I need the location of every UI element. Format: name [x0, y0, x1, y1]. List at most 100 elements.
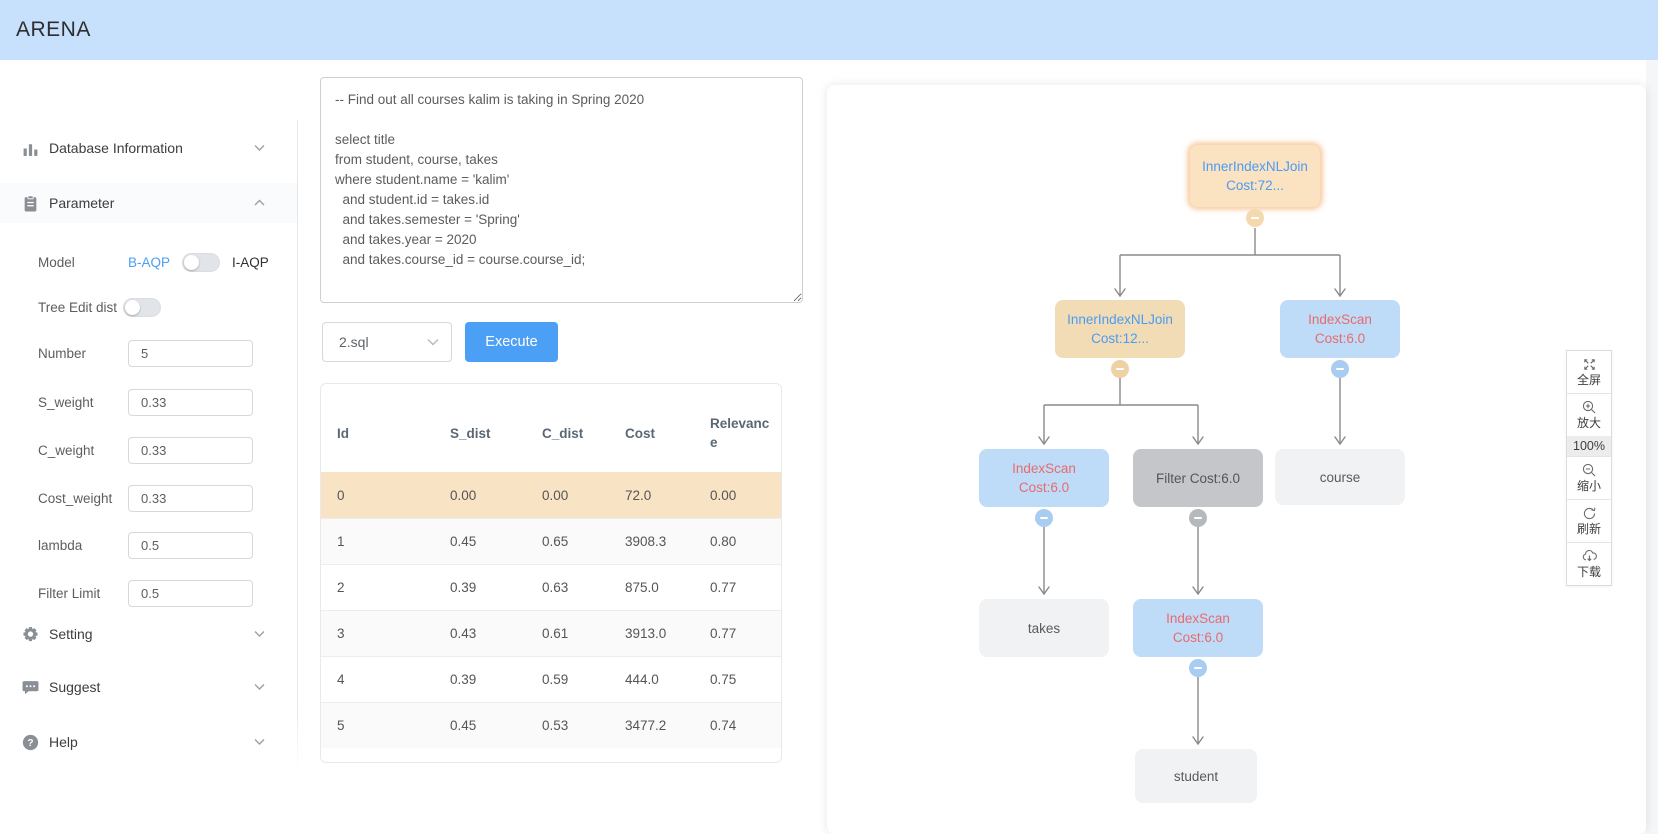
model-option-iaqp[interactable]: I-AQP [232, 255, 269, 270]
col-header-s-dist: S_dist [450, 425, 491, 441]
plan-node-course[interactable]: course [1275, 449, 1405, 505]
filter-limit-input[interactable] [128, 580, 253, 607]
sidebar-item-setting[interactable]: Setting [0, 614, 297, 654]
collapse-button[interactable] [1189, 659, 1207, 677]
tree-edit-dist-row: Tree Edit dist [38, 294, 278, 321]
number-input[interactable] [128, 340, 253, 367]
cell: 444.0 [619, 656, 704, 703]
sidebar-item-help[interactable]: ? Help [0, 722, 297, 762]
collapse-button[interactable] [1111, 360, 1129, 378]
cell: 72.0 [619, 472, 704, 519]
zoom-out-label: 缩小 [1576, 479, 1601, 493]
cell: 875.0 [619, 564, 704, 611]
cost-weight-input[interactable] [128, 485, 253, 512]
col-header-relevance: Relevance [710, 416, 770, 450]
query-panel: -- Find out all courses kalim is taking … [298, 60, 820, 834]
tree-edit-dist-toggle[interactable] [123, 298, 161, 317]
model-option-baqp[interactable]: B-AQP [128, 255, 171, 270]
collapse-button[interactable] [1035, 509, 1053, 527]
help-icon: ? [22, 734, 39, 750]
cell: 3477.2 [619, 702, 704, 748]
plan-node-indexscan-takes[interactable]: IndexScan Cost:6.0 [979, 449, 1109, 507]
node-label: IndexScan [1012, 461, 1076, 476]
sidebar-item-label: Setting [49, 626, 93, 642]
cell: 3908.3 [619, 518, 704, 565]
refresh-label: 刷新 [1576, 522, 1601, 536]
table-row[interactable]: 0 0.00 0.00 72.0 0.00 [321, 472, 781, 519]
lambda-input[interactable] [128, 532, 253, 559]
lambda-row: lambda [38, 532, 278, 559]
collapse-button[interactable] [1246, 209, 1264, 227]
cost-weight-row: Cost_weight [38, 485, 278, 512]
plan-node-filter[interactable]: Filter Cost:6.0 [1133, 449, 1263, 507]
plan-node-indexscan-course[interactable]: IndexScan Cost:6.0 [1280, 300, 1400, 358]
sidebar-item-suggest[interactable]: Suggest [0, 667, 297, 707]
cell: 1 [321, 518, 444, 565]
sql-file-select[interactable]: 2.sql [322, 322, 452, 362]
minus-icon [1251, 217, 1259, 219]
plan-node-innerindexnljoin[interactable]: InnerIndexNLJoin Cost:12... [1055, 300, 1185, 358]
plan-node-takes[interactable]: takes [979, 599, 1109, 657]
download-button[interactable]: 下载 [1567, 542, 1611, 585]
lambda-label: lambda [38, 538, 83, 553]
plan-node-innerindexnljoin-root[interactable]: InnerIndexNLJoin Cost:72... [1190, 145, 1320, 207]
model-toggle[interactable] [182, 253, 221, 272]
cell: 0.00 [704, 472, 781, 519]
node-label: IndexScan [1166, 611, 1230, 626]
plan-node-indexscan-student[interactable]: IndexScan Cost:6.0 [1133, 599, 1263, 657]
node-label: InnerIndexNLJoin [1067, 312, 1173, 327]
cell: 0.63 [536, 564, 619, 611]
cell: 5 [321, 702, 444, 748]
cell: 3913.0 [619, 610, 704, 657]
cell: 0.77 [704, 610, 781, 657]
table-row[interactable]: 3 0.43 0.61 3913.0 0.77 [321, 610, 781, 657]
toggle-knob [125, 300, 140, 315]
app-title: ARENA [16, 18, 91, 41]
c-weight-input[interactable] [128, 437, 253, 464]
table-row[interactable]: 2 0.39 0.63 875.0 0.77 [321, 564, 781, 611]
sidebar-divider [297, 120, 298, 773]
results-table: Id S_dist C_dist Cost Relevance 0 0.00 0.0… [321, 384, 781, 748]
table-row[interactable]: 4 0.39 0.59 444.0 0.75 [321, 656, 781, 703]
filter-limit-row: Filter Limit [38, 580, 278, 607]
gear-icon [23, 626, 38, 641]
collapse-button[interactable] [1189, 509, 1207, 527]
col-header-id: Id [337, 425, 349, 441]
node-label: takes [1027, 620, 1061, 636]
cell: 0.59 [536, 656, 619, 703]
zoom-in-icon [1582, 400, 1595, 414]
cell: 0.61 [536, 610, 619, 657]
sidebar: Database Information Parameter Model B-A… [0, 60, 298, 834]
table-row[interactable]: 5 0.45 0.53 3477.2 0.74 [321, 702, 781, 748]
refresh-button[interactable]: 刷新 [1567, 499, 1611, 542]
fullscreen-button[interactable]: 全屏 [1567, 351, 1611, 393]
zoom-level: 100% [1567, 436, 1611, 456]
zoom-out-icon [1582, 463, 1595, 477]
filter-limit-label: Filter Limit [38, 586, 101, 601]
cell: 0 [321, 472, 444, 519]
s-weight-input[interactable] [128, 389, 253, 416]
cell: 0.77 [704, 564, 781, 611]
sidebar-item-label: Suggest [49, 679, 101, 695]
plan-node-student[interactable]: student [1135, 749, 1257, 803]
zoom-out-button[interactable]: 缩小 [1567, 456, 1611, 499]
fullscreen-label: 全屏 [1576, 373, 1601, 387]
minus-icon [1336, 368, 1344, 370]
sidebar-item-parameter[interactable]: Parameter [0, 183, 297, 223]
collapse-button[interactable] [1331, 360, 1349, 378]
node-cost: Cost:6.0 [1018, 480, 1070, 495]
table-row[interactable]: 1 0.45 0.65 3908.3 0.80 [321, 518, 781, 565]
sql-editor[interactable]: -- Find out all courses kalim is taking … [320, 77, 803, 303]
chevron-down-icon [254, 145, 265, 151]
zoom-in-label: 放大 [1576, 416, 1601, 430]
sidebar-item-database-information[interactable]: Database Information [0, 128, 297, 168]
execute-button[interactable]: Execute [465, 322, 558, 362]
sidebar-item-label: Parameter [49, 195, 115, 211]
s-weight-row: S_weight [38, 389, 278, 416]
minus-icon [1194, 517, 1202, 519]
cell: 3 [321, 610, 444, 657]
zoom-in-button[interactable]: 放大 [1567, 393, 1611, 436]
cell: 0.00 [444, 472, 536, 519]
node-cost: Cost:6.0 [1172, 630, 1224, 645]
node-cost: Cost:72... [1226, 178, 1284, 193]
